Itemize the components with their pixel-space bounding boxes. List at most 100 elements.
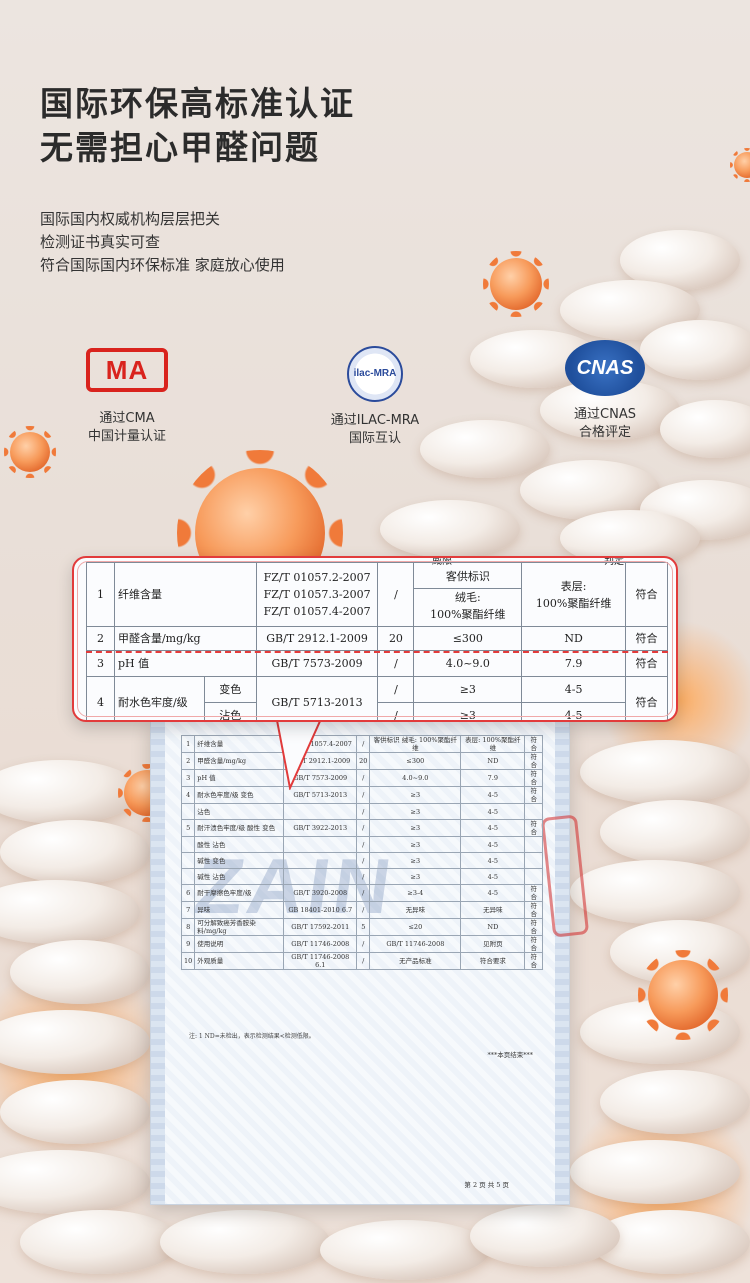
table-row: 10 外观质量 GB/T 11746-2008 6.1/无产品标准 符合要求 符合 — [180, 952, 543, 970]
cell-no: 4 — [86, 676, 115, 720]
cell-verdict: 符合 — [524, 786, 543, 804]
cell-limit: / — [356, 836, 371, 853]
virus-decoration — [638, 950, 728, 1040]
zoomed-table: 1 纤维含量 FZ/T 01057.2-2007 FZ/T 01057.3-20… — [86, 562, 668, 720]
cell-verdict — [524, 852, 543, 869]
zoomed-test-results: 威限 判定 1 纤维含量 FZ/T 01057.2-2007 FZ/T 0105… — [72, 556, 678, 722]
cell-verdict — [524, 803, 543, 820]
cell-item: 沾色 — [194, 803, 285, 820]
cell-limit: / — [356, 901, 371, 919]
cell-no: 1 — [86, 562, 115, 627]
table-row: 1 纤维含量 FZ/T 01057.4-2007/客供标识 绒毛: 100%聚酯纤维… — [180, 735, 543, 753]
cell-req: ≥3 — [369, 868, 462, 885]
cell-standard: GB/T 2912.1-2009 — [255, 626, 379, 651]
cell-item: 耐汗渍色牢度/级 酸性 变色 — [194, 819, 285, 837]
cell-verdict: 符合 — [524, 901, 543, 919]
result-line: 100%聚酯纤维 — [535, 596, 612, 610]
cell-verdict: 符合 — [524, 819, 543, 837]
virus-decoration — [730, 148, 750, 182]
red-stamp — [540, 814, 590, 938]
cell-limit: / — [356, 769, 371, 787]
table-row: 6 耐干摩擦色牢度/级 GB/T 3920-2008/≥3-4 4-5 符合 — [180, 884, 543, 902]
highlight-divider — [86, 651, 668, 653]
cell-req: ≥3 — [369, 819, 462, 837]
cell-no: 2 — [86, 626, 115, 651]
table-row: 沾色 / ≥3 4-5 — [87, 702, 668, 720]
description-line: 国际国内权威机构层层把关 — [40, 210, 221, 228]
cell-verdict: 符合 — [524, 935, 543, 953]
cell-verdict: 符合 — [524, 884, 543, 902]
headline-line: 无需担心甲醛问题 — [40, 128, 320, 167]
report-border — [151, 721, 165, 1204]
cnas-logo: CNAS — [565, 340, 645, 396]
cell-limit: / — [356, 868, 371, 885]
cell-std — [283, 836, 358, 853]
cell-no — [180, 836, 196, 853]
cell-no: 10 — [180, 952, 196, 970]
cell-no: 5 — [180, 819, 196, 837]
standard-line: FZ/T 01057.4-2007 — [263, 605, 371, 618]
cell-result: ND — [521, 626, 627, 651]
table-row: 碱性 变色 / ≥3 4-5 — [180, 852, 543, 869]
cell-item: 异味 — [194, 901, 285, 919]
headline: 国际环保高标准认证 无需担心甲醛问题 — [40, 82, 355, 170]
cell-no — [180, 803, 196, 820]
cell-item: pH 值 — [113, 650, 257, 677]
cell-no: 8 — [180, 918, 196, 936]
cell-std: GB/T 11746-2008 — [283, 935, 358, 953]
cert-cnas: CNAS 通过CNAS 合格评定 — [550, 340, 660, 442]
cell-limit: / — [356, 852, 371, 869]
cell-limit: / — [377, 702, 415, 720]
cell-item: 使用说明 — [194, 935, 285, 953]
table-row: 2 甲醛含量/mg/kg GB/T 2912.1-2009 20 ≤300 ND… — [86, 626, 668, 651]
cell-verdict: 符合 — [524, 769, 543, 787]
cell-item: 耐水色牢度/级 — [113, 676, 205, 720]
report-border — [555, 721, 569, 1204]
cell-std: GB/T 11746-2008 6.1 — [283, 952, 358, 970]
cell-limit: 20 — [356, 752, 371, 770]
requirement-line: 100%聚酯纤维 — [430, 608, 506, 621]
cert-label: 通过CNAS — [574, 407, 636, 422]
cell-limit: 5 — [356, 918, 371, 936]
cell-std: GB/T 3920-2008 — [283, 884, 358, 902]
cell-req: ≤300 — [369, 752, 462, 770]
cell-standard: GB/T 7573-2009 — [255, 650, 379, 677]
cell-std — [283, 868, 358, 885]
cma-logo: MA — [86, 348, 168, 392]
cell-no: 2 — [180, 752, 196, 770]
cell-verdict: 符合 — [625, 650, 668, 677]
cell-subitem: 变色 — [203, 676, 257, 703]
cell-standard: GB/T 5713-2013 — [255, 676, 379, 720]
cell-result: ND — [460, 918, 526, 936]
cell-limit: / — [377, 676, 415, 703]
cell-limit: / — [377, 650, 415, 677]
table-row: 1 纤维含量 FZ/T 01057.2-2007 FZ/T 01057.3-20… — [86, 562, 668, 627]
cell-result: 4-5 — [521, 676, 627, 703]
cell-limit: / — [356, 819, 371, 837]
headline-line: 国际环保高标准认证 — [40, 84, 355, 123]
cell-item: 碱性 变色 — [194, 852, 285, 869]
cert-ilac: ilac-MRA 通过ILAC-MRA 国际互认 — [320, 346, 430, 448]
cell-item: 酸性 沾色 — [194, 836, 285, 853]
cell-result: 4-5 — [460, 868, 526, 885]
table-row: 沾色 / ≥3 4-5 — [180, 803, 543, 820]
cell-item: 碱性 沾色 — [194, 868, 285, 885]
table-row: 9 使用说明 GB/T 11746-2008/GB/T 11746-2008 见附页符… — [180, 935, 543, 953]
cell-verdict: 符合 — [625, 626, 668, 651]
cell-no: 7 — [180, 901, 196, 919]
table-row: 4 耐水色牢度/级 变色 GB/T 5713-2013/≥3 4-5 符合 — [180, 786, 543, 804]
cell-limit: / — [356, 952, 371, 970]
table-row: 酸性 沾色 / ≥3 4-5 — [180, 836, 543, 853]
cell-no — [180, 868, 196, 885]
cell-result: 4-5 — [460, 786, 526, 804]
cell-item: 纤维含量 — [113, 562, 257, 627]
callout-pointer — [273, 710, 327, 790]
cell-standard: FZ/T 01057.2-2007 FZ/T 01057.3-2007 FZ/T… — [255, 562, 379, 627]
cert-cma: MA 通过CMA 中国计量认证 — [72, 348, 182, 446]
standard-line: FZ/T 01057.2-2007 — [263, 571, 371, 584]
cell-item: 耐干摩擦色牢度/级 — [194, 884, 285, 902]
cert-sublabel: 国际互认 — [348, 431, 401, 446]
cell-result: 4-5 — [460, 819, 526, 837]
cell-no: 1 — [180, 735, 196, 753]
cell-item: 甲醛含量/mg/kg — [113, 626, 257, 651]
